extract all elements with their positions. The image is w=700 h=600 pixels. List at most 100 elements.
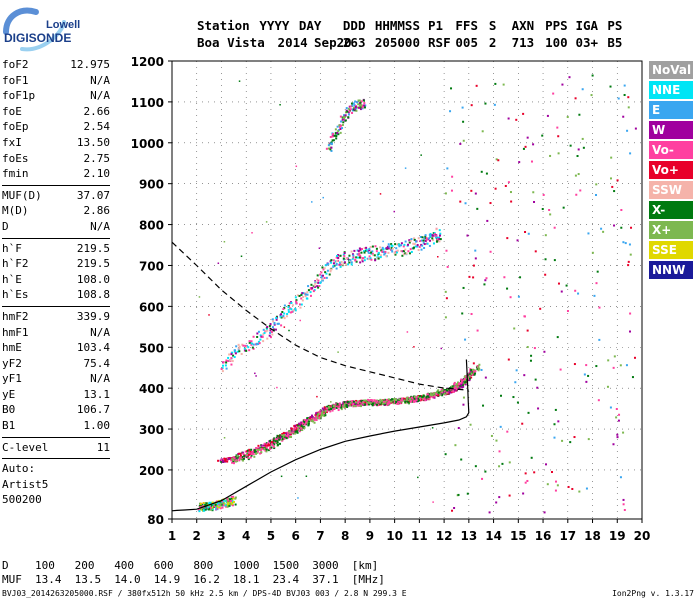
echo-point: [375, 250, 378, 253]
echo-point: [252, 343, 255, 346]
echo-point: [357, 99, 360, 102]
echo-point: [294, 427, 297, 430]
echo-point: [406, 400, 409, 403]
y-tick-label: 900: [139, 178, 164, 192]
param-label: yF1: [2, 372, 22, 386]
noise-point: [620, 226, 623, 229]
echo-point: [262, 328, 265, 331]
echo-point: [322, 411, 325, 414]
noise-point: [596, 270, 599, 273]
noise-point: [506, 287, 509, 290]
echo-point: [395, 400, 398, 403]
echo-point: [300, 297, 303, 300]
echo-point: [337, 406, 340, 409]
echo-point: [453, 387, 456, 390]
echo-point: [380, 249, 383, 252]
echo-point: [287, 310, 290, 313]
noise-point: [404, 167, 407, 169]
echo-point: [248, 340, 251, 343]
echo-point: [428, 233, 431, 236]
echo-point: [321, 278, 324, 281]
echo-point: [339, 263, 342, 266]
echo-point: [371, 401, 374, 404]
grid: [171, 60, 643, 520]
echo-point: [327, 262, 330, 265]
echo-point: [323, 406, 326, 409]
echo-point: [287, 435, 290, 438]
echo-point: [362, 401, 365, 404]
echo-point: [292, 431, 295, 434]
noise-point: [609, 85, 612, 88]
noise-point: [276, 386, 278, 389]
echo-point: [274, 438, 277, 441]
param-value: 103.4: [76, 341, 110, 355]
echo-point: [391, 398, 394, 401]
echo-point: [446, 391, 449, 394]
echo-point: [341, 127, 344, 130]
echo-point: [294, 432, 297, 435]
echo-point: [221, 500, 224, 503]
noise-point: [279, 103, 281, 106]
echo-point: [401, 254, 404, 257]
echo-point: [326, 263, 329, 266]
noise-point: [615, 407, 618, 410]
echo-point: [374, 245, 377, 248]
noise-point: [526, 329, 529, 332]
noise-point: [578, 113, 581, 116]
echo-point: [381, 399, 384, 402]
echo-point: [353, 104, 356, 107]
echo-point: [217, 459, 220, 462]
header-value: Sep20: [314, 35, 352, 50]
noise-point: [627, 96, 630, 99]
legend-entry: X-: [649, 201, 693, 219]
noise-point: [280, 475, 283, 478]
echo-point: [296, 426, 299, 429]
echo-point: [265, 328, 268, 331]
echo-point: [207, 508, 210, 511]
footer-distance-value: 400: [114, 559, 135, 572]
noise-point: [322, 196, 324, 199]
echo-point: [266, 329, 269, 332]
echo-point: [281, 438, 284, 441]
echo-point: [306, 293, 309, 296]
noise-point: [557, 135, 560, 138]
noise-point: [305, 475, 308, 478]
echo-point: [231, 502, 234, 505]
echo-point: [425, 237, 428, 240]
echo-point: [353, 106, 356, 109]
echo-point: [398, 398, 401, 401]
echo-point: [456, 383, 459, 386]
echo-point: [426, 393, 429, 396]
echo-point: [294, 309, 297, 312]
param-value: N/A: [90, 73, 110, 87]
echo-point: [325, 411, 328, 414]
header-label: PS: [607, 18, 623, 33]
echo-point: [204, 504, 207, 507]
echo-point: [418, 397, 421, 400]
echo-point: [349, 400, 352, 403]
echo-point: [358, 99, 361, 102]
noise-point: [633, 356, 636, 359]
echo-point: [283, 312, 286, 315]
echo-point: [469, 373, 472, 376]
echo-point: [263, 442, 266, 445]
noise-point: [582, 146, 585, 149]
footer-muf-value: 14.9: [153, 573, 181, 586]
echo-point: [224, 504, 227, 507]
echo-point: [243, 349, 246, 352]
echo-point: [220, 459, 223, 462]
echo-point: [477, 369, 480, 372]
echo-point: [249, 453, 252, 456]
echo-point: [381, 402, 384, 405]
noise-point: [484, 470, 487, 473]
echo-point: [310, 283, 313, 286]
echo-point: [313, 421, 316, 424]
echo-point: [261, 335, 264, 338]
echo-point: [404, 402, 407, 405]
echo-point: [301, 299, 304, 302]
echo-point: [256, 451, 259, 454]
echo-point: [294, 307, 297, 310]
echo-point: [428, 393, 431, 396]
noise-point: [526, 479, 529, 482]
echo-point: [266, 337, 269, 340]
